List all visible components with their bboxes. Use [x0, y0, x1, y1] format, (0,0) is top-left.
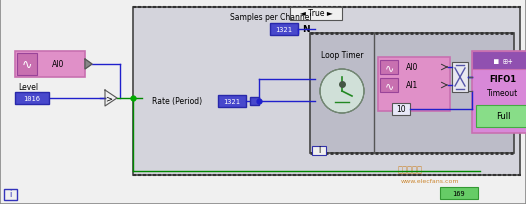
- Text: Level: Level: [18, 83, 38, 92]
- Text: 电子发烧友: 电子发烧友: [398, 165, 422, 174]
- Text: Loop Timer: Loop Timer: [321, 50, 363, 59]
- Bar: [452, 63, 468, 93]
- Bar: [290, 8, 342, 21]
- Text: >: >: [106, 94, 113, 103]
- Text: ∿: ∿: [385, 63, 393, 73]
- Bar: [270, 24, 298, 36]
- Text: AI1: AI1: [406, 81, 418, 90]
- Text: I: I: [318, 146, 320, 155]
- Bar: [17, 54, 37, 76]
- Text: www.elecfans.com: www.elecfans.com: [401, 179, 459, 184]
- Circle shape: [320, 70, 364, 113]
- Text: FIFO1: FIFO1: [489, 75, 517, 84]
- Text: 169: 169: [453, 190, 466, 196]
- Bar: [392, 103, 410, 115]
- Text: Timeout: Timeout: [488, 89, 519, 98]
- Polygon shape: [105, 91, 117, 106]
- Bar: [378, 58, 450, 111]
- Text: 10: 10: [396, 105, 406, 114]
- Text: 1321: 1321: [224, 99, 240, 104]
- Bar: [15, 93, 49, 104]
- Bar: [440, 187, 478, 199]
- Bar: [472, 52, 526, 133]
- Text: i: i: [9, 190, 11, 198]
- Text: Rate (Period): Rate (Period): [152, 97, 202, 106]
- Text: Samples per Channel: Samples per Channel: [230, 13, 311, 22]
- Text: ◄ True ►: ◄ True ►: [300, 9, 332, 18]
- Text: N: N: [302, 25, 310, 34]
- Text: Full: Full: [495, 112, 510, 121]
- Bar: [312, 146, 326, 155]
- Text: AI0: AI0: [52, 60, 64, 69]
- Bar: [133, 8, 520, 175]
- Text: ∿: ∿: [385, 81, 393, 91]
- Bar: [380, 79, 398, 93]
- Text: ■ ⊞+: ■ ⊞+: [494, 56, 512, 65]
- Bar: [250, 98, 259, 105]
- Bar: [472, 52, 526, 70]
- Bar: [218, 95, 246, 108]
- Bar: [4, 189, 17, 200]
- Bar: [380, 61, 398, 75]
- Bar: [476, 105, 526, 127]
- Text: 1321: 1321: [276, 27, 292, 33]
- Polygon shape: [85, 60, 92, 70]
- Bar: [310, 34, 514, 153]
- Text: 1016: 1016: [24, 95, 41, 102]
- Text: ∿: ∿: [22, 58, 32, 71]
- Bar: [15, 52, 85, 78]
- Text: AI0: AI0: [406, 63, 418, 72]
